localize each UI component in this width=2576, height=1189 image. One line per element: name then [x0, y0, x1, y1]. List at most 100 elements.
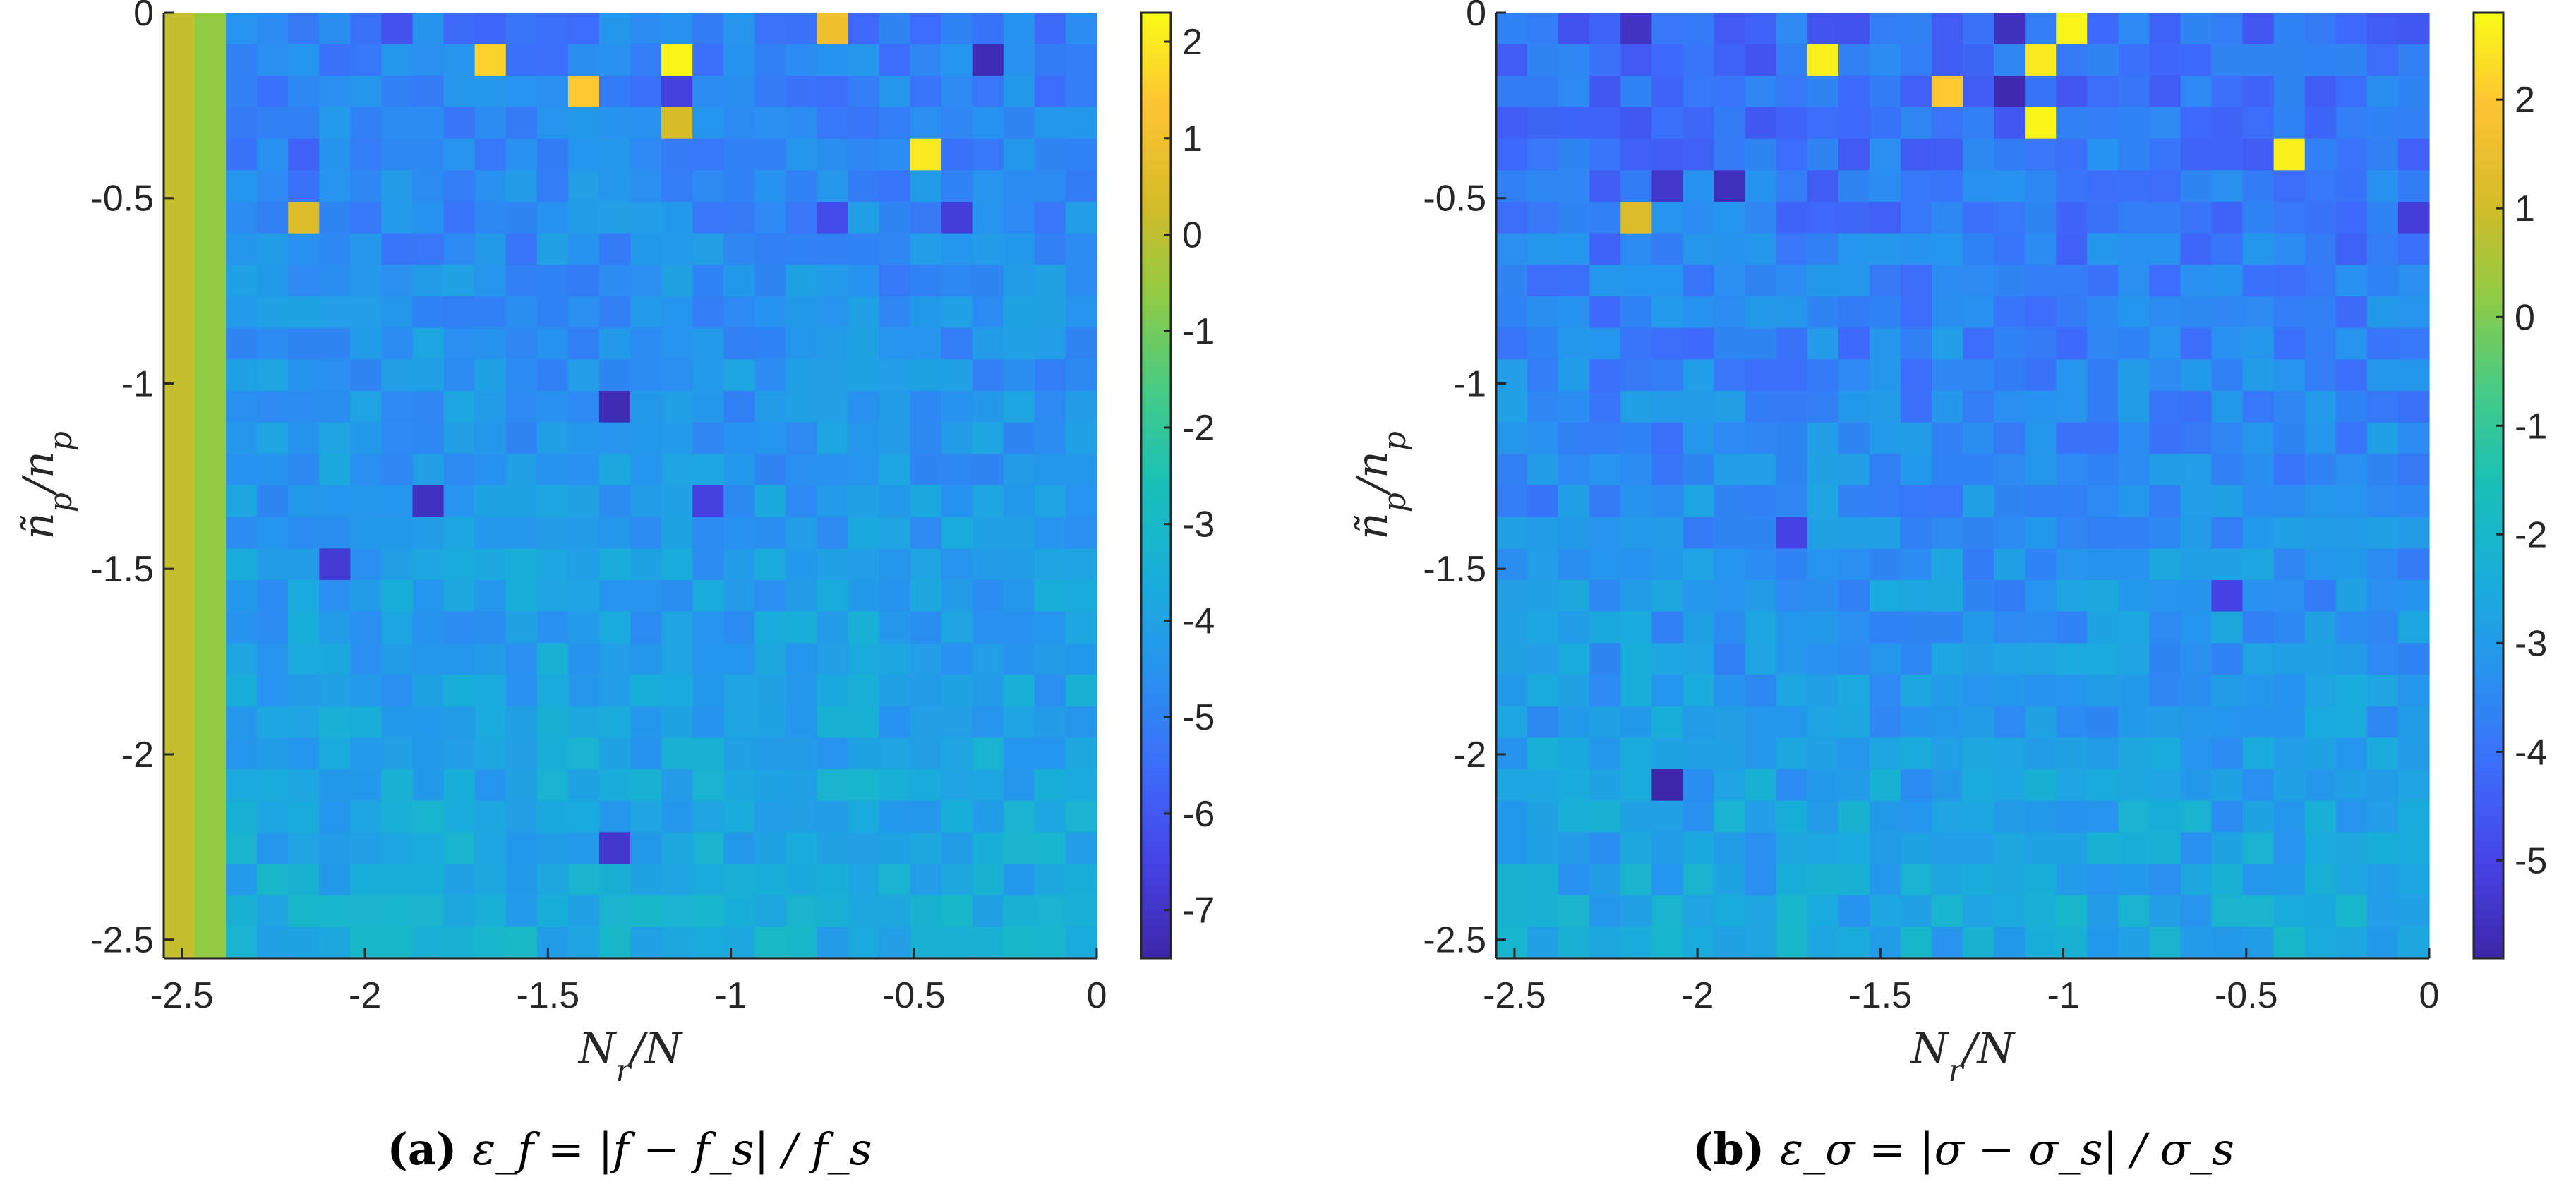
heatmap-cell: [412, 296, 445, 329]
heatmap-cell: [288, 422, 320, 454]
heatmap-cell: [1651, 548, 1683, 581]
colorbar-segment: [1141, 438, 1171, 447]
heatmap-cell: [1620, 548, 1652, 581]
colorbar-segment: [2474, 146, 2503, 155]
heatmap-cell: [754, 800, 786, 833]
heatmap-cell: [443, 485, 476, 518]
colorbar-segment: [1141, 28, 1171, 37]
colorbar-segment: [2474, 28, 2503, 37]
heatmap-cell: [2397, 485, 2430, 518]
heatmap-cell: [164, 359, 195, 392]
heatmap-cell: [443, 800, 476, 833]
colorbar-segment: [2474, 131, 2503, 140]
heatmap-cell: [443, 44, 476, 76]
heatmap-cell: [536, 265, 569, 297]
heatmap-cell: [350, 800, 383, 833]
heatmap-cell: [443, 864, 476, 896]
heatmap-cell: [2273, 44, 2306, 76]
colorbar-segment: [1141, 753, 1171, 762]
heatmap-cell: [972, 233, 1004, 265]
heatmap-cell: [1620, 44, 1652, 76]
colorbar-tick-label: -2: [2515, 514, 2547, 555]
heatmap-cell: [1900, 422, 1932, 454]
colorbar-segment: [1141, 485, 1171, 494]
heatmap-cell: [2118, 391, 2150, 423]
heatmap-cell: [1527, 170, 1559, 203]
heatmap-cell: [2118, 296, 2150, 329]
heatmap-cell: [257, 454, 289, 486]
heatmap-cell: [2273, 296, 2306, 329]
heatmap-cell: [2397, 611, 2430, 644]
heatmap-cell: [754, 769, 786, 802]
heatmap-cell: [226, 517, 258, 549]
heatmap-cell: [2242, 454, 2275, 486]
colorbar-segment: [1141, 312, 1171, 321]
heatmap-cell: [1620, 359, 1652, 392]
heatmap-cell: [754, 895, 786, 927]
heatmap-cell: [1589, 44, 1621, 76]
heatmap-cell: [2025, 580, 2057, 612]
heatmap-cell: [1683, 422, 1715, 454]
heatmap-cell: [1745, 548, 1777, 581]
heatmap-cell: [1838, 800, 1870, 833]
heatmap-cell: [1496, 107, 1528, 140]
heatmap-cell: [288, 44, 320, 76]
heatmap-cell: [1034, 391, 1066, 423]
x-tick-label: -0.5: [882, 975, 946, 1016]
heatmap-cell: [1714, 927, 1746, 959]
heatmap-cell: [598, 170, 631, 203]
heatmap-cell: [941, 138, 973, 171]
heatmap-cell: [1963, 296, 1994, 329]
heatmap-cell: [2242, 76, 2275, 108]
heatmap-cell: [1496, 611, 1528, 644]
heatmap-cell: [1931, 548, 1963, 581]
heatmap-cell: [443, 13, 476, 45]
heatmap-cell: [1034, 864, 1066, 896]
colorbar-segment: [1141, 76, 1171, 85]
heatmap-cell: [910, 580, 942, 612]
heatmap-cell: [1963, 517, 1994, 549]
heatmap-cell: [2397, 675, 2430, 707]
heatmap-cell: [1589, 611, 1621, 644]
colorbar-segment: [1141, 265, 1171, 274]
heatmap-cell: [288, 454, 320, 486]
heatmap-cell: [2366, 391, 2399, 423]
heatmap-cell: [1994, 422, 2026, 454]
heatmap-cell: [2273, 927, 2306, 959]
heatmap-cell: [2335, 107, 2368, 140]
heatmap-cell: [1589, 265, 1621, 297]
heatmap-cell: [288, 706, 320, 738]
heatmap-cell: [1776, 44, 1808, 76]
colorbar-segment: [1141, 682, 1171, 692]
colorbar-segment: [2474, 123, 2503, 132]
heatmap-cell: [1620, 327, 1652, 360]
heatmap-cell: [567, 769, 600, 802]
heatmap-cell: [598, 517, 631, 549]
heatmap-cell: [1003, 76, 1035, 108]
heatmap-cell: [2118, 927, 2150, 959]
heatmap-cell: [1807, 76, 1839, 108]
heatmap-cell: [2366, 233, 2399, 265]
heatmap-cell: [474, 611, 507, 644]
heatmap-cell: [723, 44, 755, 76]
heatmap-cell: [1931, 895, 1963, 927]
heatmap-cell: [2366, 170, 2399, 203]
heatmap-cell: [536, 706, 569, 738]
heatmap-cell: [2242, 517, 2275, 549]
heatmap-cell: [2366, 359, 2399, 392]
heatmap-cell: [2025, 202, 2057, 234]
heatmap-cell: [443, 769, 476, 802]
heatmap-cell: [692, 233, 724, 265]
heatmap-cell: [848, 138, 880, 171]
heatmap-cell: [910, 107, 942, 140]
heatmap-cell: [723, 233, 755, 265]
heatmap-cell: [754, 44, 786, 76]
heatmap-cell: [2242, 13, 2275, 45]
heatmap-cell: [350, 454, 383, 486]
colorbar-segment: [2474, 438, 2503, 447]
heatmap-cell: [2273, 611, 2306, 644]
heatmap-cell: [2087, 485, 2119, 518]
heatmap-cell: [257, 517, 289, 549]
heatmap-cell: [754, 454, 786, 486]
heatmap-cell: [319, 517, 351, 549]
